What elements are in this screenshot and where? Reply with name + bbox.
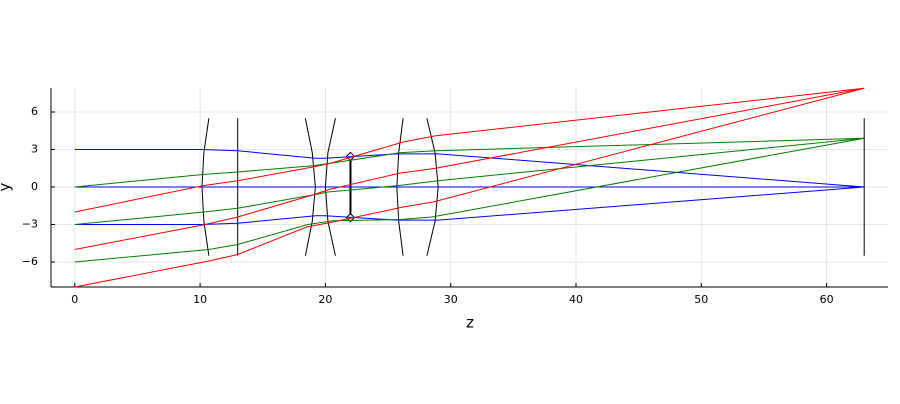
ray-line: [74, 87, 865, 213]
ray-line: [74, 87, 865, 250]
y-tick-label: 0: [31, 180, 38, 193]
y-tick-label: 6: [31, 105, 38, 118]
ray-line: [74, 137, 865, 263]
x-tick-label: 10: [193, 293, 207, 306]
x-tick-label: 0: [71, 293, 78, 306]
x-tick-label: 20: [318, 293, 332, 306]
ray-line: [74, 87, 865, 288]
x-tick-label: 30: [444, 293, 458, 306]
y-tick-label: −3: [22, 218, 38, 231]
ray-line: [74, 149, 865, 188]
x-tick-label: 40: [569, 293, 583, 306]
ray-line: [74, 137, 865, 225]
y-tick-label: −6: [22, 255, 38, 268]
x-axis-label: z: [466, 314, 474, 332]
x-tick-label: 50: [694, 293, 708, 306]
y-axis-label: y: [0, 182, 14, 191]
ray-line: [74, 137, 865, 188]
y-tick-label: 3: [31, 143, 38, 156]
x-tick-label: 60: [820, 293, 834, 306]
